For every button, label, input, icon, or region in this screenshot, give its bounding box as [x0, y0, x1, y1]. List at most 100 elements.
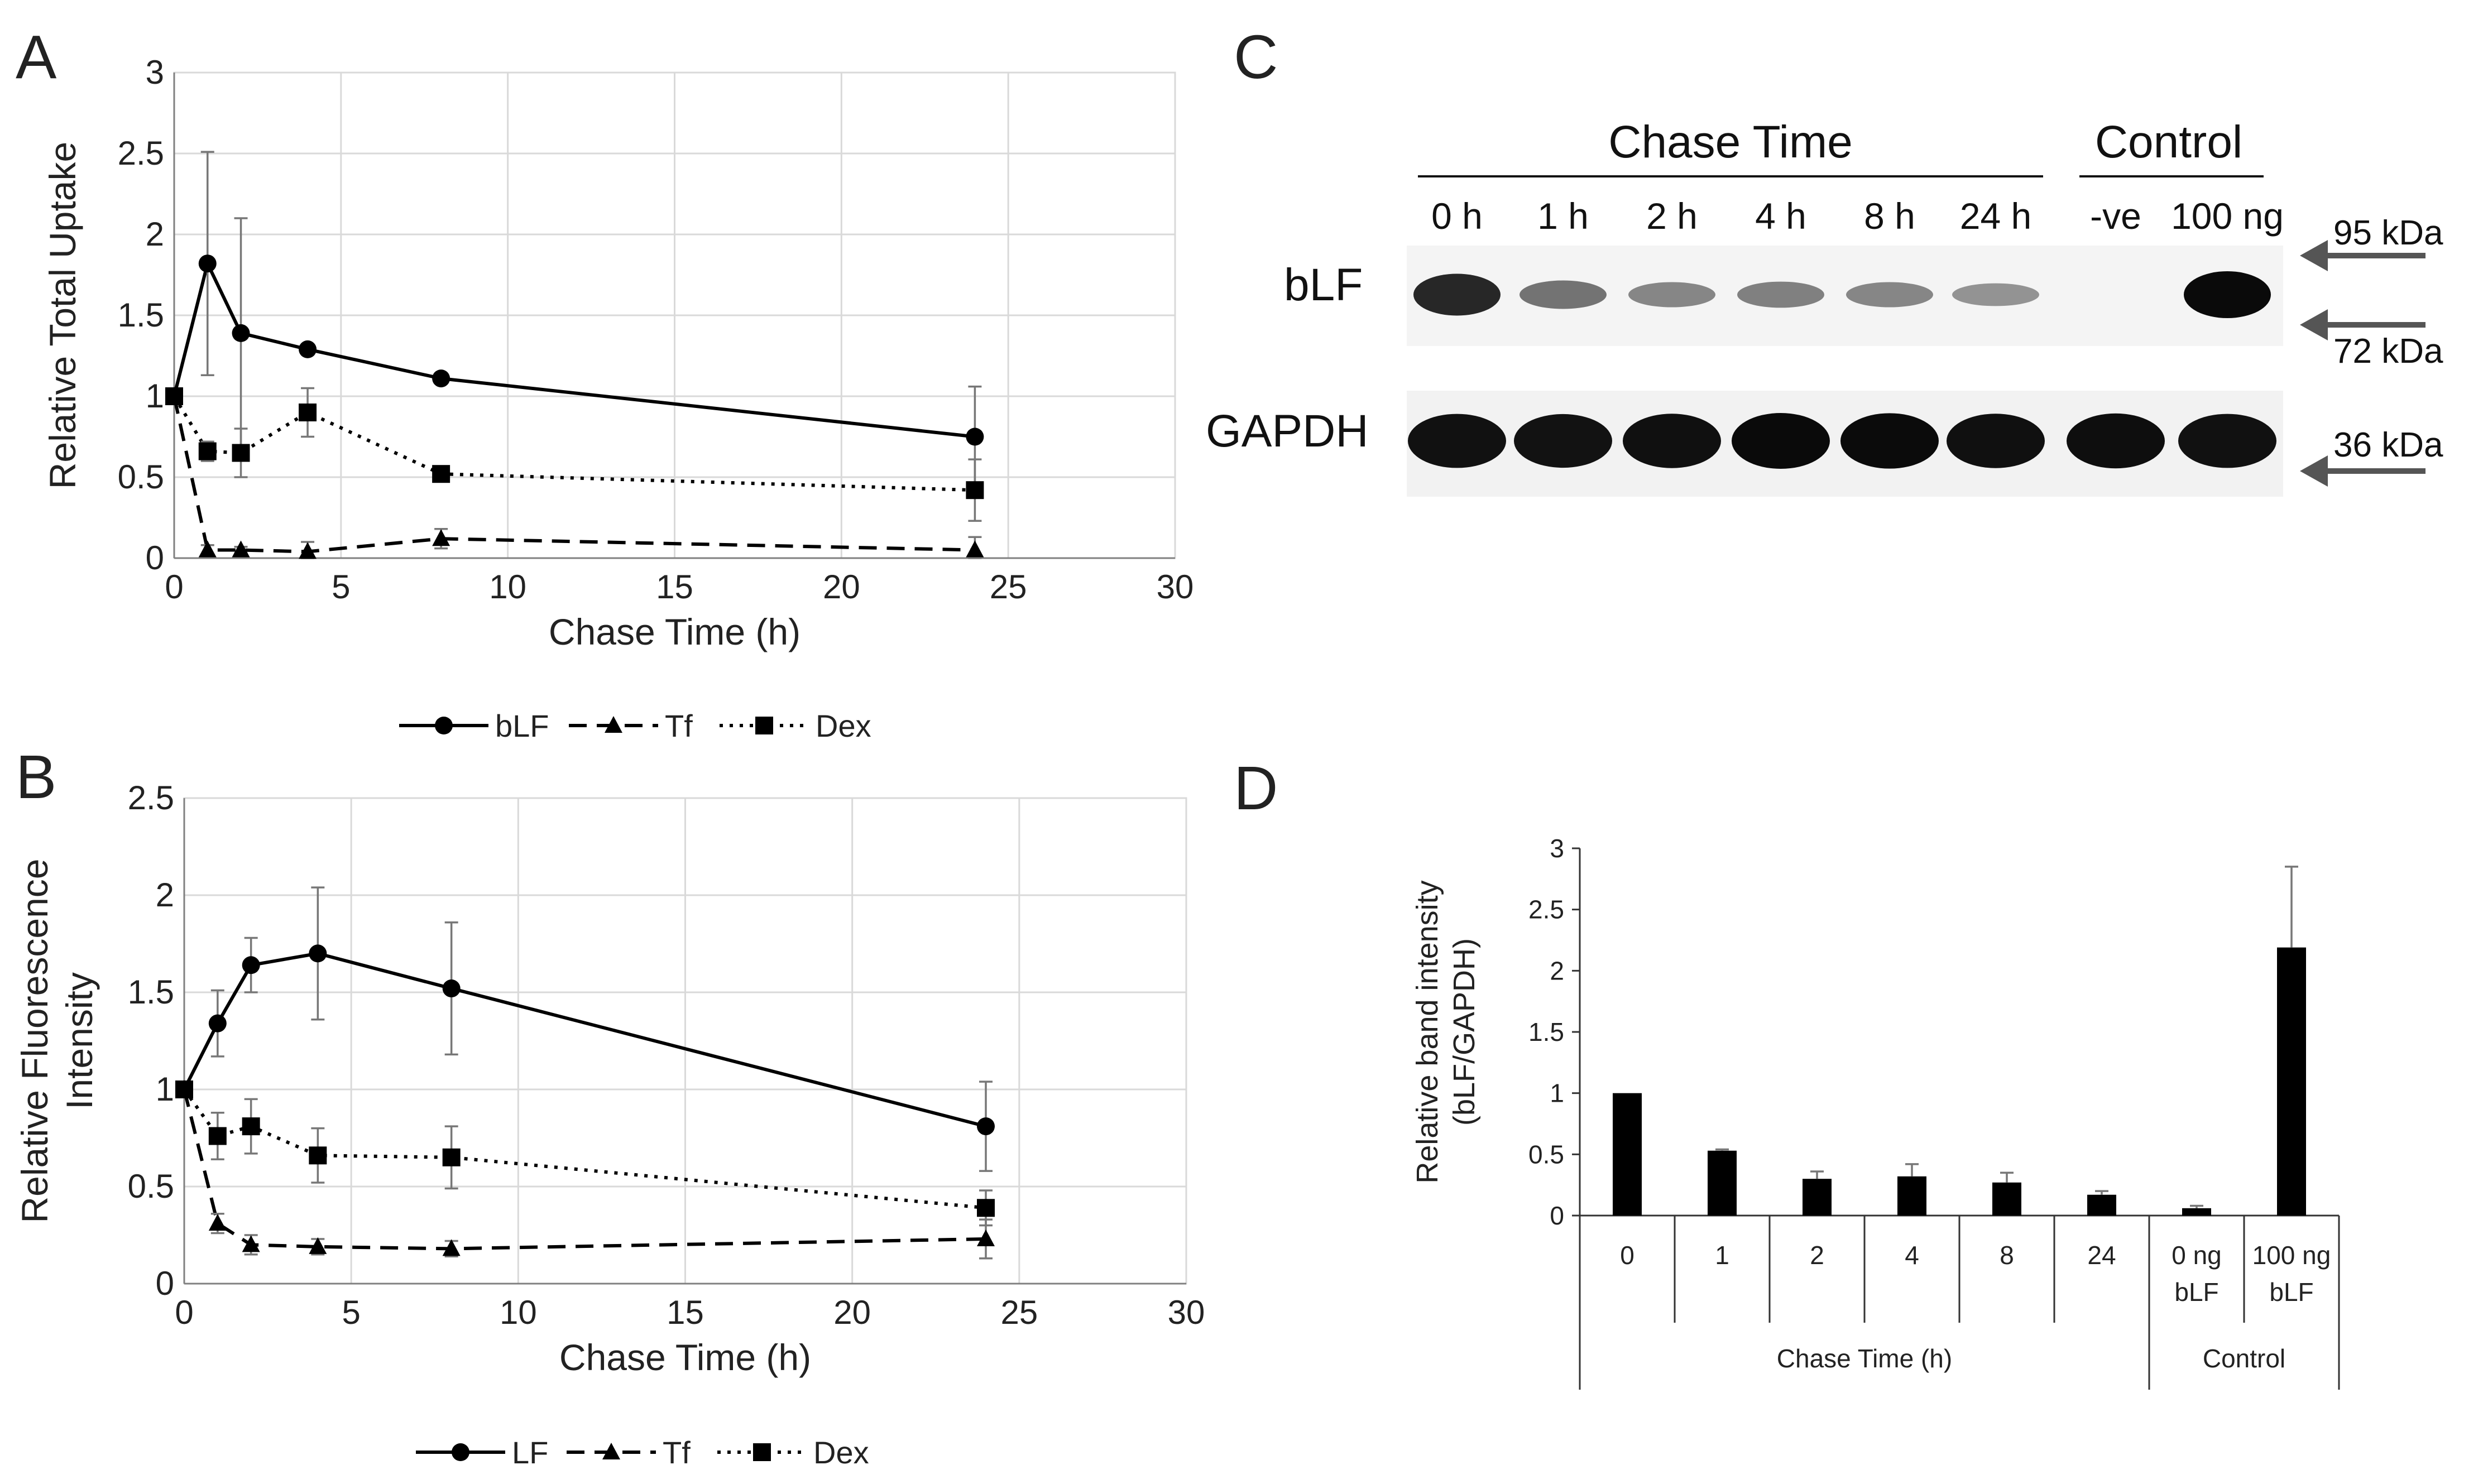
band-gapdh [2067, 413, 2165, 469]
group-label-d: Control [2203, 1344, 2285, 1373]
marker-arrow-72-head [2300, 309, 2328, 340]
band-gapdh [1623, 414, 1721, 468]
marker-arrow-36-head [2300, 455, 2328, 487]
series-line [183, 1089, 986, 1251]
y-tick-label-b: 0.5 [128, 1168, 174, 1205]
band-gapdh [2178, 414, 2276, 468]
bar-d [2087, 1194, 2116, 1216]
data-point [966, 540, 984, 558]
data-point [299, 340, 317, 358]
x-tick-label-b: 10 [500, 1294, 537, 1331]
lane-label: 4 h [1755, 195, 1806, 237]
y-tick-label-a: 0 [146, 539, 164, 577]
data-point [442, 1239, 461, 1256]
legend-label-lf: LF [512, 1435, 548, 1470]
category-label-d: 0 [1620, 1241, 1634, 1270]
legend-a: bLF Tf Dex [399, 708, 871, 743]
category-label-d: 4 [1905, 1241, 1919, 1270]
data-point [208, 1014, 227, 1032]
panel-label-a: A [16, 23, 57, 92]
error-bar-d [2095, 1190, 2108, 1195]
legend-b: LF Tf Dex [416, 1435, 869, 1470]
data-point [232, 540, 250, 558]
data-point [232, 324, 250, 342]
x-tick-label-b: 30 [1168, 1294, 1205, 1331]
y-tick-label-d: 2.5 [1528, 895, 1564, 924]
category-label-d: 1 [1715, 1241, 1729, 1270]
x-tick-label-a: 30 [1157, 568, 1194, 606]
data-point [432, 369, 450, 388]
y-tick-label-d: 1.5 [1528, 1017, 1564, 1046]
blot-header-control: Control [2095, 117, 2242, 167]
error-bar-d [2190, 1204, 2203, 1208]
error-bar-d [1715, 1148, 1729, 1151]
y-tick-label-d: 0.5 [1528, 1140, 1564, 1169]
lane-label: 1 h [1537, 195, 1589, 237]
category-label-d: bLF [2174, 1278, 2218, 1307]
legend-label-tf: Tf [665, 708, 693, 743]
data-point [442, 1148, 461, 1166]
lane-label: 8 h [1864, 195, 1915, 237]
chart-a: 0 5 10 15 20 25 30 0 0.5 1 1.5 2 2.5 3 Chase Time (h) R… [42, 54, 1193, 743]
marker-label-95kda: 95 kDa [2333, 214, 2443, 252]
band-gapdh [1840, 413, 1939, 469]
marker-arrow-95-head [2300, 240, 2328, 271]
error-bar-d [1905, 1163, 1919, 1176]
data-point [309, 1146, 327, 1165]
y-tick-label-a: 2.5 [118, 135, 164, 172]
marker-label-36kda: 36 kDa [2333, 426, 2443, 464]
band-blf [1846, 282, 1933, 308]
y-tick-label-b: 2 [156, 876, 174, 914]
y-axis-title-d: Relative band intensity [1411, 880, 1444, 1183]
y-tick-label-a: 0.5 [118, 458, 164, 496]
x-tick-label-a: 5 [332, 568, 350, 606]
data-point [198, 540, 217, 558]
data-point [966, 481, 984, 500]
y-tick-label-b: 0 [156, 1265, 174, 1302]
legend-label-blf: bLF [495, 708, 549, 743]
data-point [309, 1237, 327, 1254]
lane-label: 24 h [1960, 195, 2031, 237]
marker-label-72kda: 72 kDa [2333, 332, 2443, 371]
category-label-d: 8 [2000, 1241, 2014, 1270]
category-label-d: bLF [2269, 1278, 2313, 1307]
series-line [172, 396, 975, 554]
category-label-d: 2 [1810, 1241, 1824, 1270]
panel-label-c: C [1234, 23, 1278, 92]
x-axis-title-b: Chase Time (h) [559, 1337, 811, 1378]
x-tick-label-b: 20 [833, 1294, 871, 1331]
y-axis-title-d: (bLF/GAPDH) [1447, 938, 1481, 1126]
y-tick-label-d: 2 [1550, 956, 1564, 985]
data-point [242, 956, 260, 974]
legend-marker-tf [602, 1443, 620, 1459]
band-blf [2184, 271, 2271, 318]
x-tick-label-a: 25 [990, 568, 1027, 606]
y-axis-title-a: Relative Total Uptake [42, 142, 83, 489]
x-tick-label-b: 15 [667, 1294, 704, 1331]
data-point [977, 1117, 995, 1136]
data-point [242, 1117, 260, 1136]
y-axis-title-b: Intensity [59, 972, 100, 1110]
legend-marker-dex [753, 1443, 771, 1461]
data-point [208, 1127, 227, 1145]
legend-marker-tf [605, 716, 622, 733]
x-axis-title-a: Chase Time (h) [549, 611, 800, 652]
data-point [232, 444, 250, 462]
data-point [432, 465, 450, 483]
y-tick-label-d: 0 [1550, 1201, 1564, 1230]
category-label-d: 24 [2087, 1241, 2116, 1270]
lane-label: 0 h [1431, 195, 1483, 237]
chart-b: 0 5 10 15 20 25 30 0 0.5 1 1.5 2 2.5 Chase Time (h) Re… [14, 779, 1205, 1470]
data-point [242, 1235, 260, 1252]
lane-label: -ve [2090, 195, 2141, 237]
data-point [208, 1214, 227, 1231]
lane-label: 2 h [1646, 195, 1698, 237]
bar-d [1613, 1093, 1642, 1216]
bar-d [2277, 947, 2306, 1216]
error-bar-d [2285, 866, 2298, 948]
data-point [977, 1229, 995, 1246]
legend-marker-dex [755, 717, 773, 734]
y-tick-label-a: 3 [146, 54, 164, 91]
data-point [198, 442, 217, 460]
